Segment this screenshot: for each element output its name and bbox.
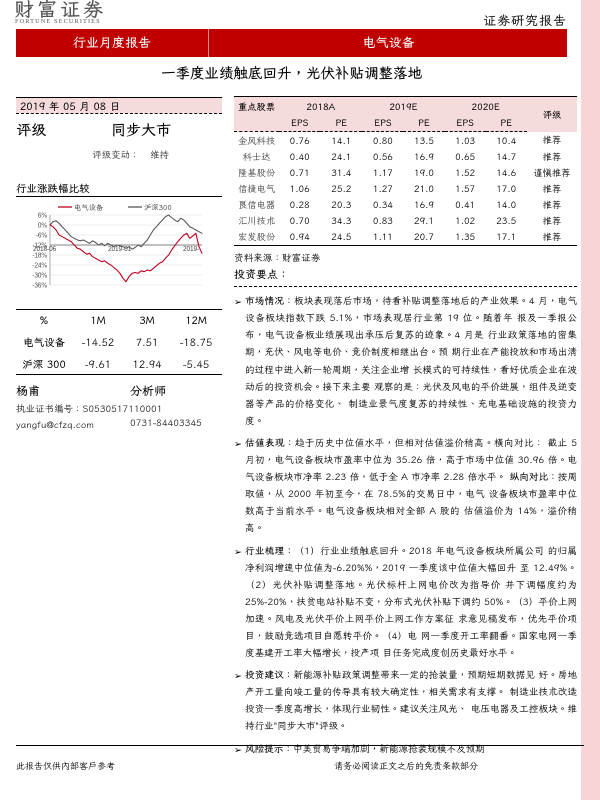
svg-text:-30%: -30% xyxy=(32,273,47,280)
svg-text:-24%: -24% xyxy=(32,263,47,270)
svg-text:2018-06: 2018-06 xyxy=(33,246,57,253)
svg-text:电气设备: 电气设备 xyxy=(74,203,104,213)
svg-text:-6%: -6% xyxy=(36,233,48,240)
svg-text:-18%: -18% xyxy=(32,253,47,260)
svg-text:2019-: 2019- xyxy=(183,246,199,253)
svg-text:-36%: -36% xyxy=(32,283,47,290)
svg-text:沪深300: 沪深300 xyxy=(144,203,172,213)
svg-text:0%: 0% xyxy=(38,223,48,230)
svg-text:6%: 6% xyxy=(38,213,48,220)
